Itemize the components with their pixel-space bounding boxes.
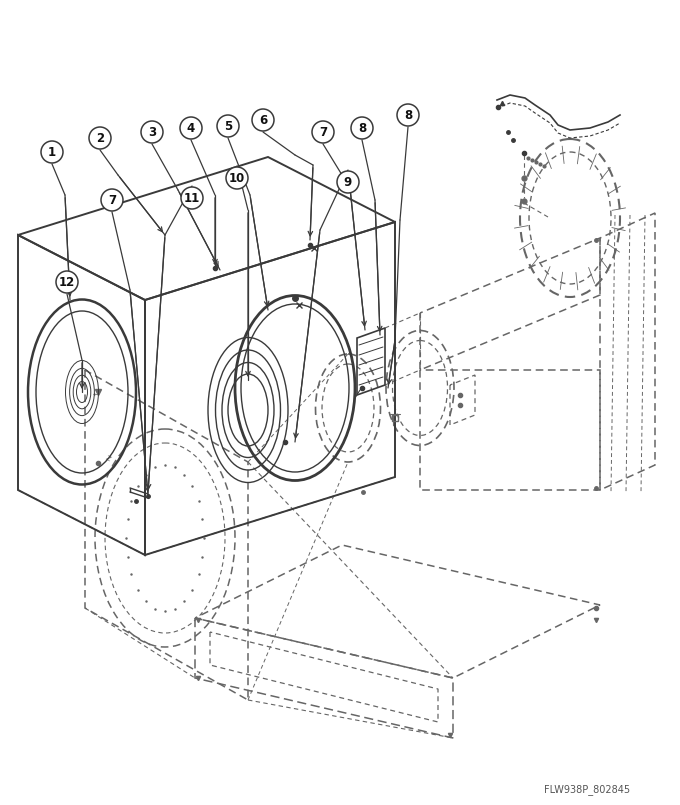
Circle shape (101, 189, 123, 211)
Text: 8: 8 (358, 122, 366, 134)
Text: 7: 7 (319, 126, 327, 138)
Circle shape (252, 109, 274, 131)
Circle shape (41, 141, 63, 163)
Circle shape (89, 127, 111, 149)
Text: 5: 5 (224, 119, 232, 133)
Circle shape (397, 104, 419, 126)
Circle shape (181, 187, 203, 209)
Circle shape (141, 121, 163, 143)
Circle shape (226, 167, 248, 189)
Text: Z: Z (104, 454, 112, 462)
Text: ←: ← (93, 390, 100, 399)
Circle shape (351, 117, 373, 139)
Text: 1: 1 (48, 146, 56, 159)
Circle shape (180, 117, 202, 139)
Text: 3: 3 (148, 126, 156, 138)
Text: 10: 10 (229, 171, 245, 184)
Circle shape (56, 271, 78, 293)
Text: 4: 4 (187, 122, 195, 134)
Text: 11: 11 (184, 192, 200, 204)
Circle shape (337, 171, 359, 193)
Text: 2: 2 (96, 131, 104, 145)
Text: 7: 7 (108, 193, 116, 207)
Text: 8: 8 (404, 109, 412, 122)
Text: 9: 9 (344, 175, 352, 188)
Circle shape (217, 115, 239, 137)
Text: 12: 12 (59, 275, 75, 288)
Circle shape (312, 121, 334, 143)
Text: 6: 6 (259, 114, 267, 126)
Text: FLW938P_802845: FLW938P_802845 (544, 784, 630, 795)
